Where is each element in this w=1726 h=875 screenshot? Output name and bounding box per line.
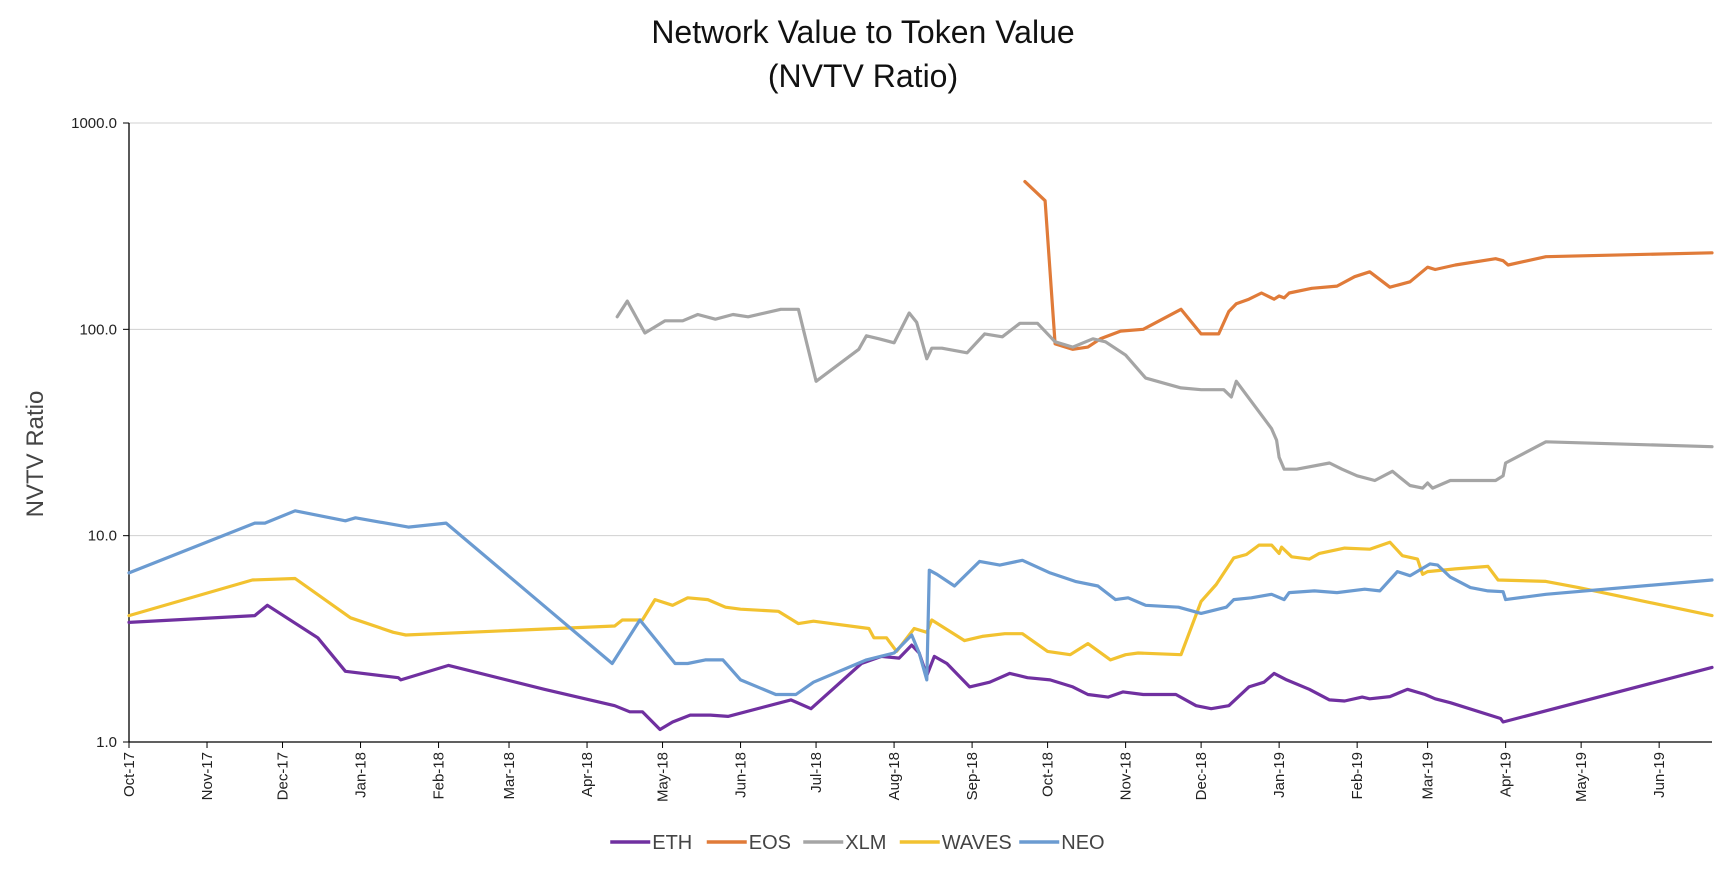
x-tick-label: Jun-18: [733, 752, 750, 798]
legend-label-eth: ETH: [652, 832, 692, 854]
x-tick-label: Sep-18: [964, 752, 981, 800]
x-tick-label: Feb-18: [431, 752, 448, 800]
x-tick-label: Dec-18: [1193, 752, 1210, 800]
y-tick-label: 1.0: [96, 734, 117, 751]
x-tick-label: Apr-18: [579, 752, 596, 797]
x-tick-label: Oct-18: [1040, 752, 1057, 797]
legend-label-xlm: XLM: [845, 832, 886, 854]
legend-label-neo: NEO: [1061, 832, 1104, 854]
x-tick-label: Nov-17: [199, 752, 216, 800]
series-line-eos: [1023, 180, 1714, 351]
x-tick-label: Jul-18: [808, 752, 825, 793]
chart-title: Network Value to Token Value: [651, 14, 1075, 50]
x-tick-label: Jan-18: [353, 752, 370, 798]
series-line-xlm: [615, 299, 1714, 490]
x-tick-label: Dec-17: [275, 752, 292, 800]
y-tick-label: 10.0: [88, 528, 117, 545]
x-tick-label: Mar-18: [501, 752, 518, 800]
x-tick-label: May-18: [655, 752, 672, 802]
x-tick-label: Nov-18: [1118, 752, 1135, 800]
series-line-waves: [127, 540, 1714, 662]
legend-label-eos: EOS: [749, 832, 791, 854]
series-line-eth: [127, 603, 1714, 732]
x-tick-label: Feb-19: [1349, 752, 1366, 800]
y-axis-label: NVTV Ratio: [22, 390, 49, 518]
x-tick-label: Apr-19: [1498, 752, 1515, 797]
x-tick-label: Jun-19: [1651, 752, 1668, 798]
x-tick-label: Mar-19: [1420, 752, 1437, 800]
y-tick-label: 1000.0: [71, 115, 117, 132]
legend-label-waves: WAVES: [942, 832, 1012, 854]
x-tick-label: May-19: [1573, 752, 1590, 802]
x-tick-label: Oct-17: [121, 752, 138, 797]
y-tick-label: 100.0: [79, 321, 117, 338]
series-line-neo: [127, 509, 1714, 697]
x-tick-label: Aug-18: [886, 752, 903, 800]
chart-subtitle: (NVTV Ratio): [767, 58, 959, 94]
x-tick-label: Jan-19: [1271, 752, 1288, 798]
